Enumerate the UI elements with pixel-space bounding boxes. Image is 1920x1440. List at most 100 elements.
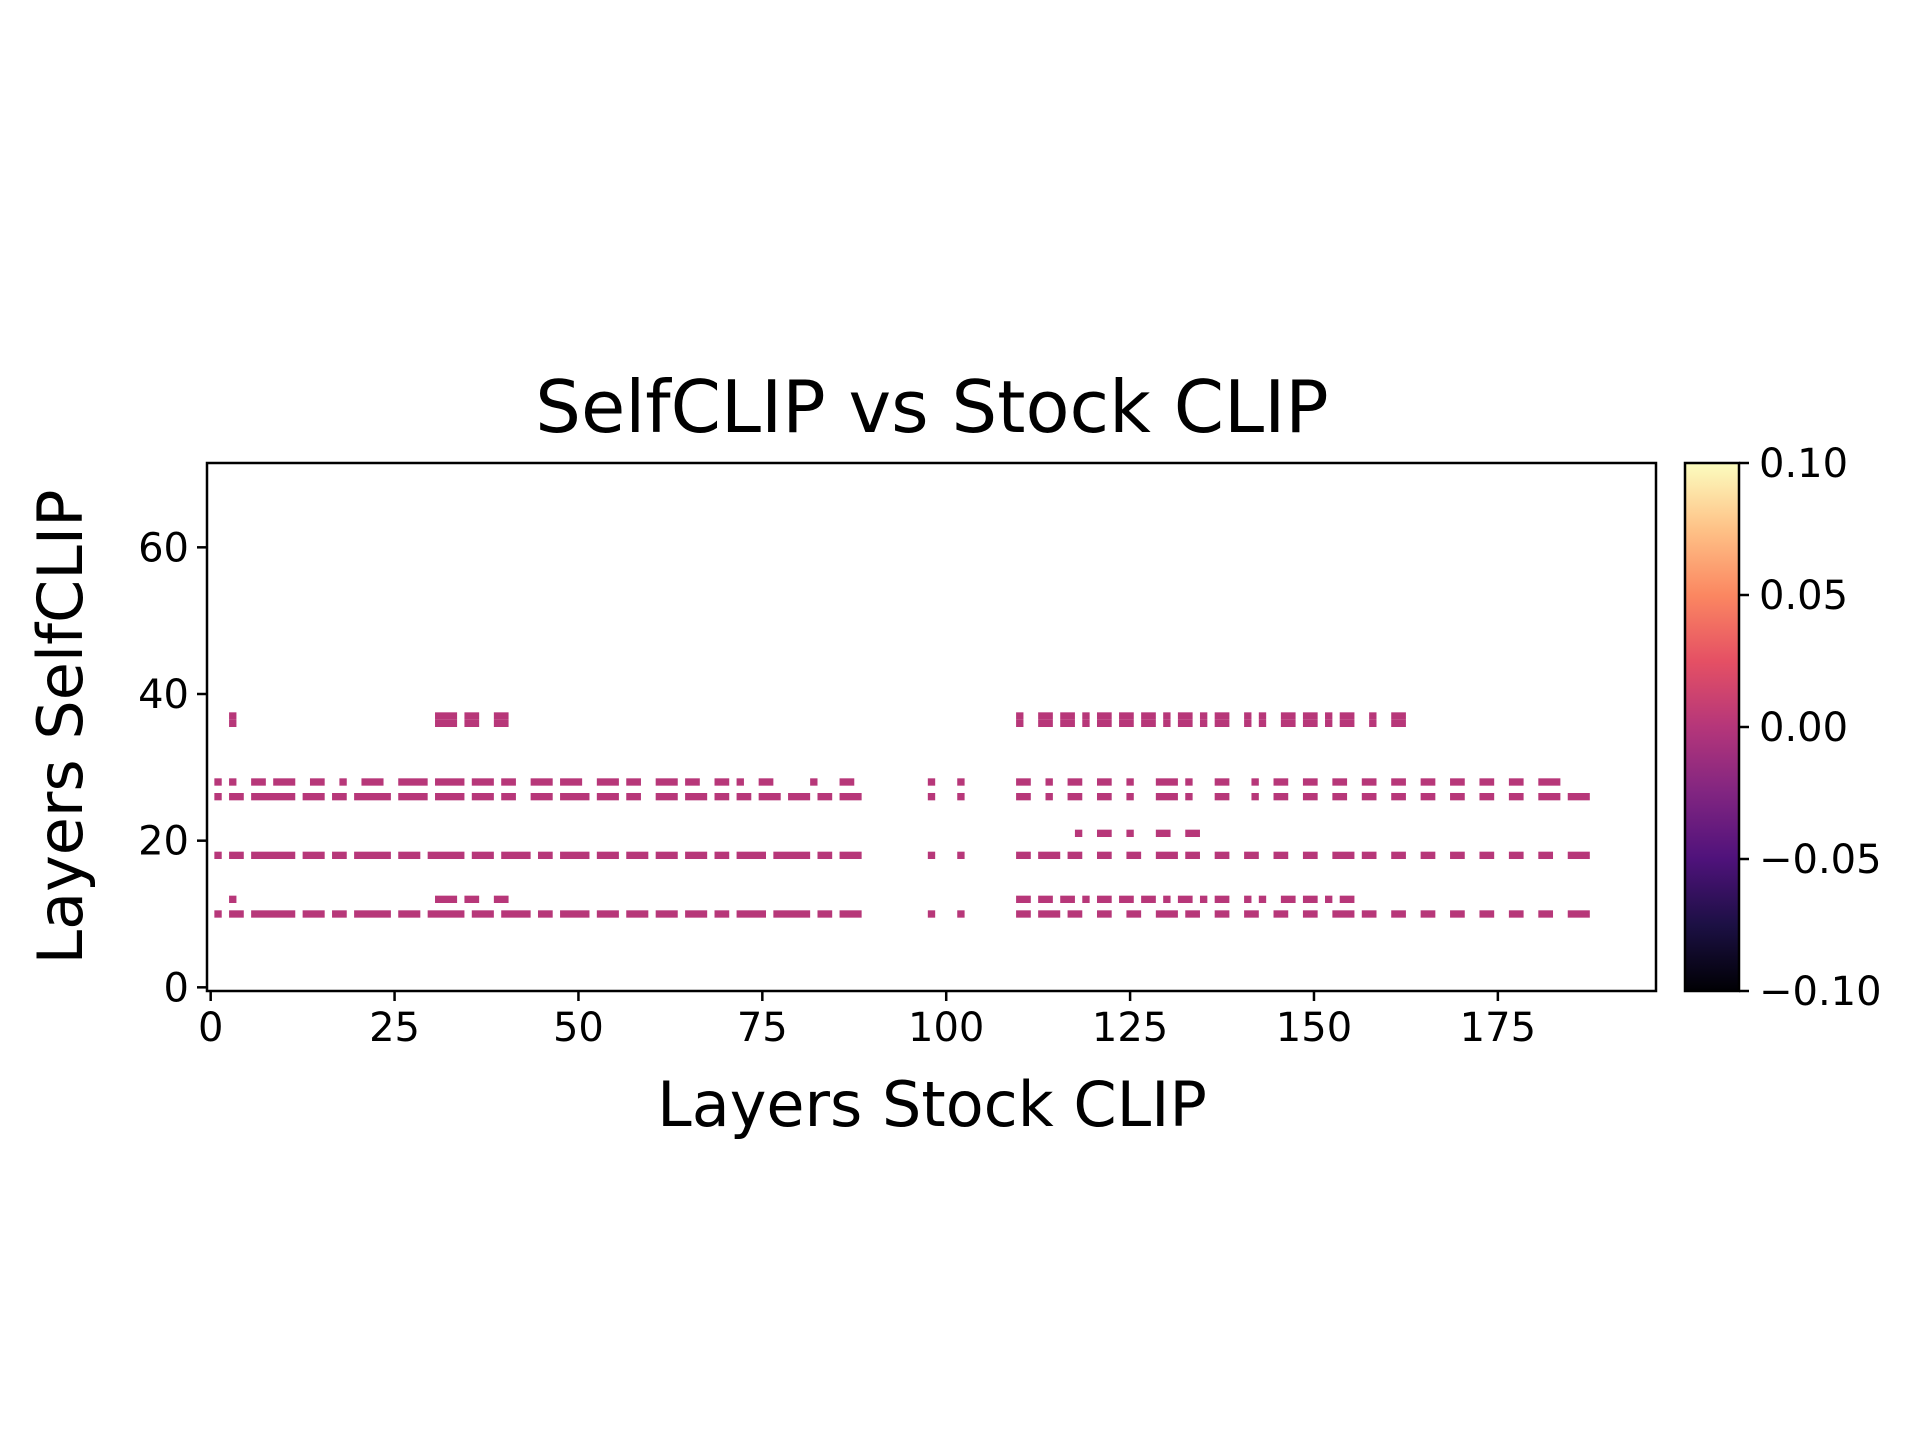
heatmap-cell bbox=[1038, 719, 1053, 727]
heatmap-cell bbox=[471, 793, 494, 801]
heatmap-cell bbox=[1450, 778, 1465, 786]
heatmap-cell bbox=[685, 778, 700, 786]
heatmap-cell bbox=[596, 778, 619, 786]
heatmap-cell bbox=[251, 778, 266, 786]
x-tick-label: 175 bbox=[1460, 1005, 1536, 1051]
heatmap-cell bbox=[788, 793, 811, 801]
heatmap-cell bbox=[1214, 719, 1230, 727]
heatmap-cell bbox=[714, 910, 730, 918]
heatmap-cell bbox=[229, 712, 237, 720]
heatmap-cell bbox=[332, 910, 347, 918]
heatmap-cell bbox=[736, 778, 744, 786]
heatmap-cell bbox=[1391, 712, 1406, 720]
heatmap-cell bbox=[464, 895, 480, 903]
heatmap-cell bbox=[1126, 851, 1142, 859]
heatmap-cell bbox=[927, 851, 936, 859]
heatmap-cell bbox=[1450, 793, 1465, 801]
heatmap-cell bbox=[596, 910, 619, 918]
heatmap-cell bbox=[1420, 778, 1436, 786]
heatmap-cell bbox=[501, 910, 531, 918]
heatmap-cell bbox=[1214, 778, 1230, 786]
heatmap-cell bbox=[302, 851, 325, 859]
heatmap-cell bbox=[685, 851, 708, 859]
heatmap-cell bbox=[1016, 910, 1031, 918]
heatmap-cell bbox=[1420, 851, 1436, 859]
heatmap-cell bbox=[927, 778, 936, 786]
heatmap-cell bbox=[530, 778, 553, 786]
heatmap-cell bbox=[537, 851, 553, 859]
heatmap-cell bbox=[1538, 778, 1561, 786]
heatmap-cell bbox=[773, 851, 811, 859]
heatmap-cell bbox=[1016, 712, 1024, 720]
x-axis-label: Layers Stock CLIP bbox=[657, 1068, 1207, 1141]
heatmap-cell bbox=[1273, 778, 1289, 786]
heatmap-cell bbox=[1045, 778, 1053, 786]
heatmap-cell bbox=[560, 778, 583, 786]
heatmap-cell bbox=[1251, 778, 1259, 786]
heatmap-cell bbox=[1450, 910, 1465, 918]
heatmap-cell bbox=[1045, 793, 1053, 801]
heatmap-cell bbox=[1302, 895, 1318, 903]
heatmap-cell bbox=[736, 851, 766, 859]
heatmap-cell bbox=[214, 910, 222, 918]
heatmap-cell bbox=[332, 793, 347, 801]
heatmap-cell bbox=[251, 851, 296, 859]
heatmap-cell bbox=[1325, 895, 1333, 903]
heatmap-cell bbox=[957, 778, 965, 786]
y-tick-label: 0 bbox=[164, 965, 189, 1011]
heatmap-cell bbox=[339, 778, 347, 786]
heatmap-cell bbox=[1332, 910, 1355, 918]
heatmap-cell bbox=[1177, 895, 1193, 903]
heatmap-cell bbox=[1508, 778, 1524, 786]
heatmap-cell bbox=[1567, 851, 1590, 859]
heatmap-cell bbox=[1082, 895, 1090, 903]
heatmap-cell bbox=[1038, 851, 1061, 859]
heatmap-cell bbox=[1016, 895, 1031, 903]
heatmap-cell bbox=[435, 778, 465, 786]
heatmap-cell bbox=[1038, 910, 1061, 918]
heatmap-cells bbox=[214, 712, 1590, 918]
heatmap-cell bbox=[1369, 712, 1377, 720]
heatmap-cell bbox=[1391, 719, 1406, 727]
heatmap-cell bbox=[214, 793, 222, 801]
heatmap-cell bbox=[839, 793, 862, 801]
heatmap-cell bbox=[1508, 910, 1524, 918]
heatmap-cell bbox=[685, 793, 708, 801]
heatmap-cell bbox=[1332, 778, 1348, 786]
heatmap-cell bbox=[1016, 851, 1031, 859]
heatmap-cell bbox=[1325, 719, 1333, 727]
heatmap-cell bbox=[302, 910, 325, 918]
heatmap-cell bbox=[251, 910, 296, 918]
heatmap-cell bbox=[1096, 793, 1112, 801]
heatmap-cell bbox=[1302, 719, 1318, 727]
heatmap-cell bbox=[1332, 793, 1348, 801]
heatmap-cell bbox=[435, 793, 465, 801]
heatmap-cell bbox=[655, 851, 678, 859]
heatmap-cell bbox=[1185, 851, 1200, 859]
heatmap-cell bbox=[1391, 910, 1406, 918]
y-axis-ticks: 0 20 40 60 bbox=[138, 525, 207, 1011]
heatmap-cell bbox=[1302, 793, 1318, 801]
colorbar-tick-label: −0.05 bbox=[1759, 837, 1882, 883]
heatmap-cell bbox=[1141, 895, 1156, 903]
heatmap-cell bbox=[251, 793, 296, 801]
heatmap-cell bbox=[1214, 793, 1230, 801]
heatmap-cell bbox=[302, 793, 325, 801]
x-tick-label: 150 bbox=[1276, 1005, 1352, 1051]
heatmap-cell bbox=[957, 851, 965, 859]
heatmap-cell bbox=[1199, 719, 1208, 727]
heatmap-cell bbox=[1155, 829, 1171, 837]
heatmap-cell bbox=[1067, 778, 1083, 786]
heatmap-cell bbox=[501, 851, 531, 859]
heatmap-cell bbox=[714, 851, 730, 859]
heatmap-cell bbox=[1163, 719, 1171, 727]
heatmap-cell bbox=[560, 851, 590, 859]
heatmap-cell bbox=[736, 910, 766, 918]
x-tick-label: 50 bbox=[553, 1005, 604, 1051]
heatmap-cell bbox=[1038, 895, 1053, 903]
heatmap-cell bbox=[1067, 910, 1083, 918]
heatmap-cell bbox=[1155, 793, 1178, 801]
heatmap-cell bbox=[1339, 719, 1355, 727]
heatmap-cell bbox=[1508, 793, 1524, 801]
